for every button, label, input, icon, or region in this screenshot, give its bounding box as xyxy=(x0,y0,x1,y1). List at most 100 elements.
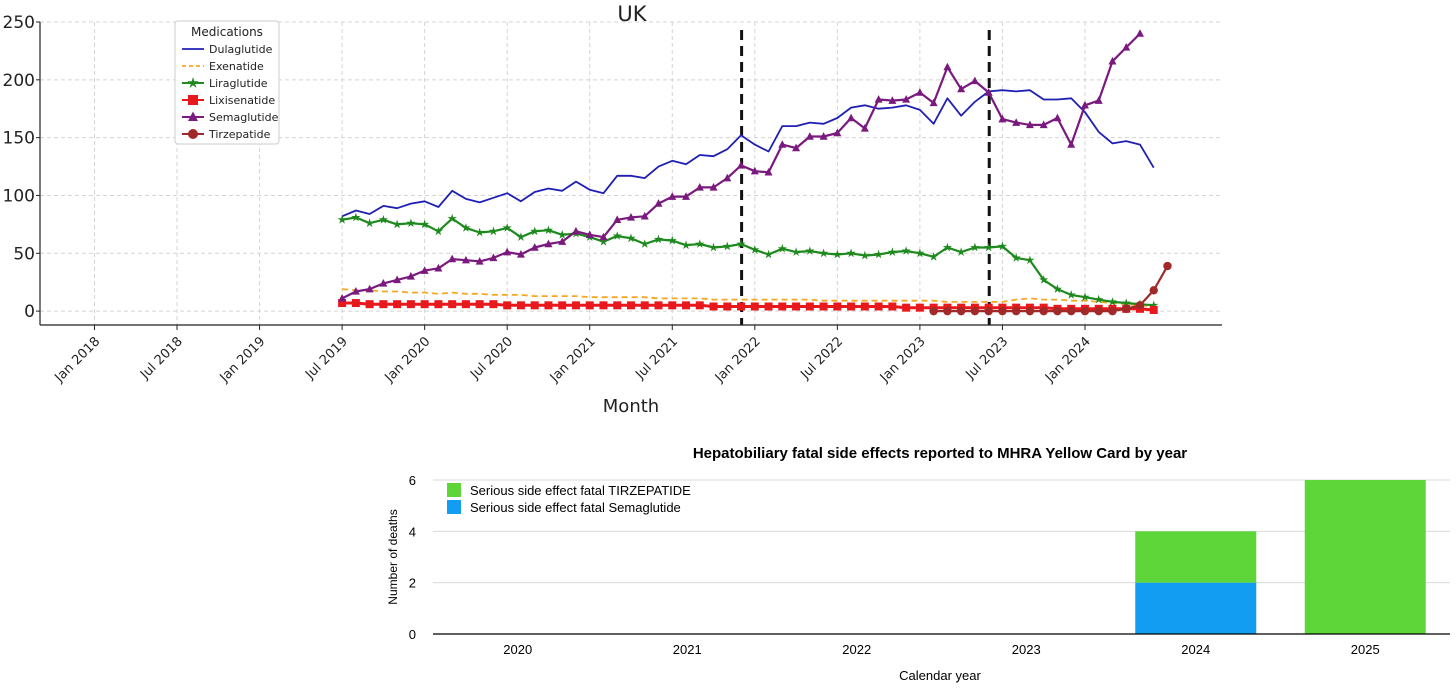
bar-y-axis-label: Number of deaths xyxy=(386,509,400,604)
point-marker xyxy=(502,223,512,232)
point-marker xyxy=(929,98,938,107)
y-tick-label: 200 xyxy=(3,71,35,91)
point-marker xyxy=(488,226,498,236)
point-marker xyxy=(1149,286,1158,295)
point-marker xyxy=(667,235,677,245)
point-marker xyxy=(558,301,567,310)
point-marker xyxy=(516,250,525,258)
point-marker xyxy=(1080,306,1090,316)
point-marker xyxy=(365,284,374,293)
x-axis-label: Month xyxy=(603,396,659,417)
point-marker xyxy=(654,199,663,207)
bar-y-tick-label: 6 xyxy=(409,473,416,488)
x-tick-label: Jan 2018 xyxy=(51,334,103,386)
point-marker xyxy=(1039,120,1048,129)
legend-label: Dulaglutide xyxy=(209,43,273,56)
point-marker xyxy=(929,306,938,316)
bar xyxy=(1304,480,1426,634)
point-marker xyxy=(544,301,553,310)
point-marker xyxy=(1135,301,1145,310)
legend-title: Medications xyxy=(191,25,263,39)
x-tick-label: Jan 2022 xyxy=(712,334,764,386)
point-marker xyxy=(984,88,993,96)
point-marker xyxy=(984,306,993,316)
point-marker xyxy=(833,128,842,137)
point-marker xyxy=(475,227,485,237)
bar-layer xyxy=(1135,480,1426,634)
point-marker xyxy=(379,300,388,309)
point-marker xyxy=(365,300,374,309)
point-marker xyxy=(188,129,198,139)
uk-line-chart: 0 50 100 150 200 250 Jan 2018 Jul 2018 Jan 2019 J… xyxy=(3,2,1222,417)
point-marker xyxy=(406,218,416,228)
point-marker xyxy=(682,192,691,200)
y-tick-label: 0 xyxy=(24,302,35,322)
y-tick-label: 250 xyxy=(3,13,35,33)
point-marker xyxy=(571,301,580,310)
point-marker xyxy=(750,245,760,254)
point-marker xyxy=(833,302,842,311)
point-marker xyxy=(1066,306,1076,316)
point-marker xyxy=(1053,306,1062,316)
point-marker xyxy=(613,215,622,223)
point-marker xyxy=(901,246,911,255)
point-marker xyxy=(956,306,966,316)
bar-legend-swatch xyxy=(447,500,461,514)
point-marker xyxy=(695,301,704,310)
point-marker xyxy=(1122,304,1131,314)
x-tick-label: Jul 2022 xyxy=(797,334,846,383)
point-marker xyxy=(1094,96,1103,104)
series-liraglutide xyxy=(337,212,1159,310)
point-marker xyxy=(874,249,884,259)
point-marker xyxy=(338,294,347,302)
point-marker xyxy=(1012,118,1021,126)
point-marker xyxy=(792,143,801,152)
point-marker xyxy=(420,300,429,309)
point-marker xyxy=(640,211,649,220)
point-marker xyxy=(654,301,663,310)
point-marker xyxy=(653,234,664,244)
point-marker xyxy=(351,212,361,222)
point-marker xyxy=(902,95,911,103)
point-marker xyxy=(819,302,828,311)
point-marker xyxy=(846,248,856,258)
point-marker xyxy=(1011,253,1021,262)
point-marker xyxy=(998,114,1007,123)
point-marker xyxy=(847,113,856,122)
point-marker xyxy=(874,95,883,103)
series-exenatide xyxy=(342,288,1154,308)
point-marker xyxy=(640,239,650,248)
point-marker xyxy=(888,96,897,104)
legend-label: Exenatide xyxy=(209,60,264,73)
point-marker xyxy=(516,232,526,241)
point-marker xyxy=(764,167,773,176)
point-marker xyxy=(640,301,649,310)
point-marker xyxy=(420,219,430,229)
series-tirzepatide xyxy=(929,261,1172,316)
series-dulaglutide xyxy=(341,89,1155,218)
point-marker xyxy=(585,301,594,310)
bar-legend-label: Serious side effect fatal TIRZEPATIDE xyxy=(470,483,691,498)
bar-x-tick-label: 2023 xyxy=(1012,642,1041,657)
point-marker xyxy=(351,299,360,308)
bar-legend-label: Serious side effect fatal Semaglutide xyxy=(470,500,681,515)
point-marker xyxy=(1149,305,1158,314)
point-marker xyxy=(957,84,966,93)
bar-chart-title: Hepatobiliary fatal side effects reporte… xyxy=(693,445,1187,462)
point-marker xyxy=(1107,297,1117,306)
x-tick-label: Jul 2021 xyxy=(632,334,681,383)
point-marker xyxy=(805,132,814,140)
point-marker xyxy=(612,231,622,240)
point-marker xyxy=(392,219,402,229)
point-marker xyxy=(722,241,732,251)
point-marker xyxy=(668,192,677,200)
point-marker xyxy=(187,77,199,88)
point-marker xyxy=(599,301,608,310)
point-marker xyxy=(1108,306,1117,316)
point-marker xyxy=(188,111,198,121)
point-marker xyxy=(860,302,869,311)
point-marker xyxy=(970,242,980,252)
point-marker xyxy=(448,300,457,309)
point-marker xyxy=(778,302,787,311)
point-marker xyxy=(956,247,966,256)
